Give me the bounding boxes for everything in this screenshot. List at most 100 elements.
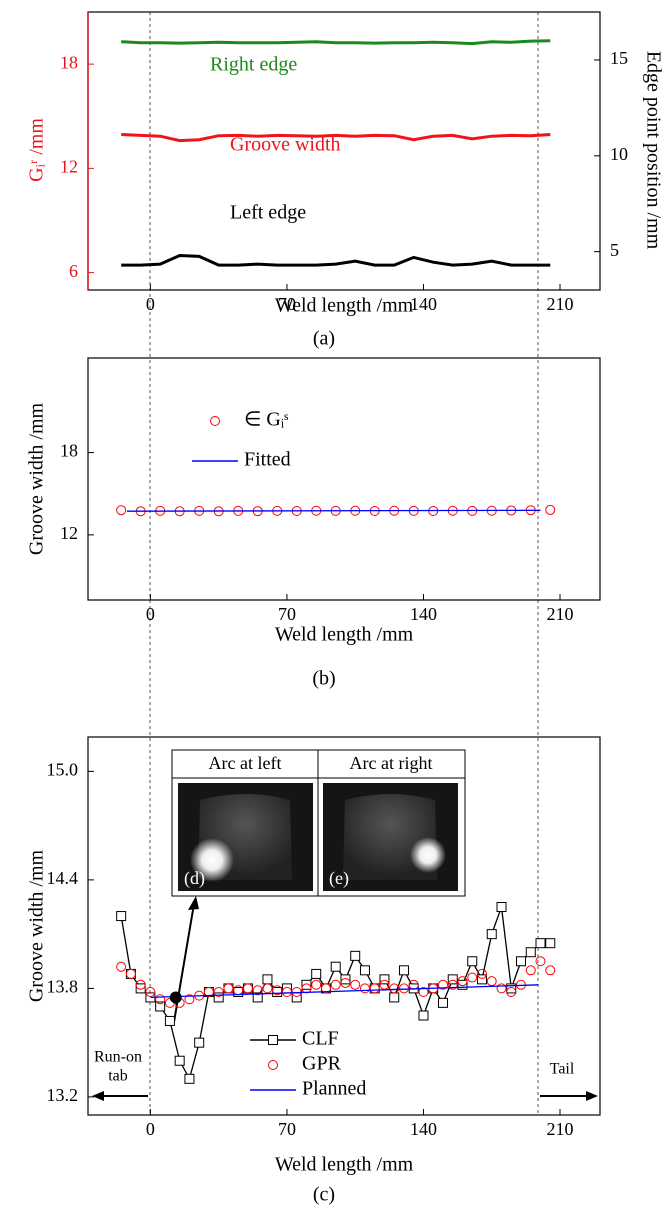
x-tick-label: 210 [547,294,574,314]
marker [545,965,556,976]
marker [145,987,156,998]
series-label: Groove width [230,134,341,156]
marker [389,983,400,994]
marker [252,985,263,996]
marker [389,992,400,1003]
inset: Arc at left Arc at right (d) (e) [171,749,466,897]
marker [210,416,220,426]
marker [116,505,127,516]
y-tick-label: 6 [69,261,78,281]
y-tick-label: 14.4 [47,868,79,888]
marker [398,983,409,994]
plot-frame [87,357,601,601]
legend-label: CLF [302,1028,339,1050]
legend-label: Planned [302,1078,366,1100]
inset-label: (d) [184,868,205,889]
marker [125,968,136,979]
series-line [150,984,539,999]
marker [467,972,478,983]
marker [155,994,166,1005]
marker [418,1010,429,1021]
arc-glow [190,838,234,882]
marker [291,992,302,1003]
marker [213,992,224,1003]
highlight-point [169,991,182,1004]
x-tick-label: 0 [146,604,155,624]
marker [203,987,214,998]
series-line [121,39,551,46]
y-tick-label: 13.2 [47,1085,79,1105]
y-tick-label: 12 [60,523,78,543]
x-tick-label: 210 [547,604,574,624]
annotation: Run-on [94,1049,142,1066]
plot-frame [87,11,601,291]
marker [457,979,468,990]
marker [398,965,409,976]
annotation: Tail [550,1061,575,1078]
caption: (b) [312,668,335,690]
marker [525,965,536,976]
marker [476,968,487,979]
y-axis-label: Groove width /mm [26,402,48,555]
y2-axis-label: Edge point position /mm [642,51,664,250]
marker [379,974,390,985]
series-label: Right edge [210,54,297,76]
marker [262,983,273,994]
marker [164,1015,175,1026]
y-tick-label: 15.0 [47,759,79,779]
arrow-head [188,896,199,910]
marker [545,504,556,515]
x-tick-label: 0 [146,1119,155,1139]
marker [262,974,273,985]
marker [359,983,370,994]
x-axis-label: Weld length /mm [275,295,414,317]
marker [340,974,351,985]
marker [311,968,322,979]
plot-frame [87,736,601,1116]
marker [545,938,556,949]
x-axis-label: Weld length /mm [275,1154,414,1176]
marker [486,929,497,940]
series-line [121,253,551,267]
x-tick-label: 140 [410,604,437,624]
marker [330,961,341,972]
marker [320,983,331,994]
marker [116,961,127,972]
x-tick-label: 140 [410,294,437,314]
marker [242,983,253,994]
x-tick-label: 140 [410,1119,437,1139]
marker [486,976,497,987]
x-tick-label: 70 [278,604,296,624]
marker [268,1060,278,1070]
marker [369,983,380,994]
y-tick-label: 12 [60,157,78,177]
marker [467,956,478,967]
arc-glow [410,837,446,873]
x-tick-label: 70 [278,1119,296,1139]
marker [496,983,507,994]
y-axis-label: Groove width /mm [26,849,48,1002]
marker [525,947,536,958]
marker [516,956,527,967]
annotation: tab [108,1068,128,1085]
marker [155,1001,166,1012]
series-line [126,509,541,512]
marker [359,965,370,976]
marker [506,987,517,998]
x-tick-label: 210 [547,1119,574,1139]
marker [457,976,468,987]
y-tick-label: 18 [60,52,78,72]
marker [437,979,448,990]
marker [496,902,507,913]
x-tick-label: 0 [146,294,155,314]
arrow-head [586,1091,598,1101]
marker [350,979,361,990]
marker [418,987,429,998]
arrow-head [92,1091,104,1101]
y-tick-label: 13.8 [47,977,79,997]
marker [116,911,127,922]
marker [268,1035,278,1045]
y-axis-label: Gᵢʳ /mm [26,118,48,182]
marker [447,974,458,985]
